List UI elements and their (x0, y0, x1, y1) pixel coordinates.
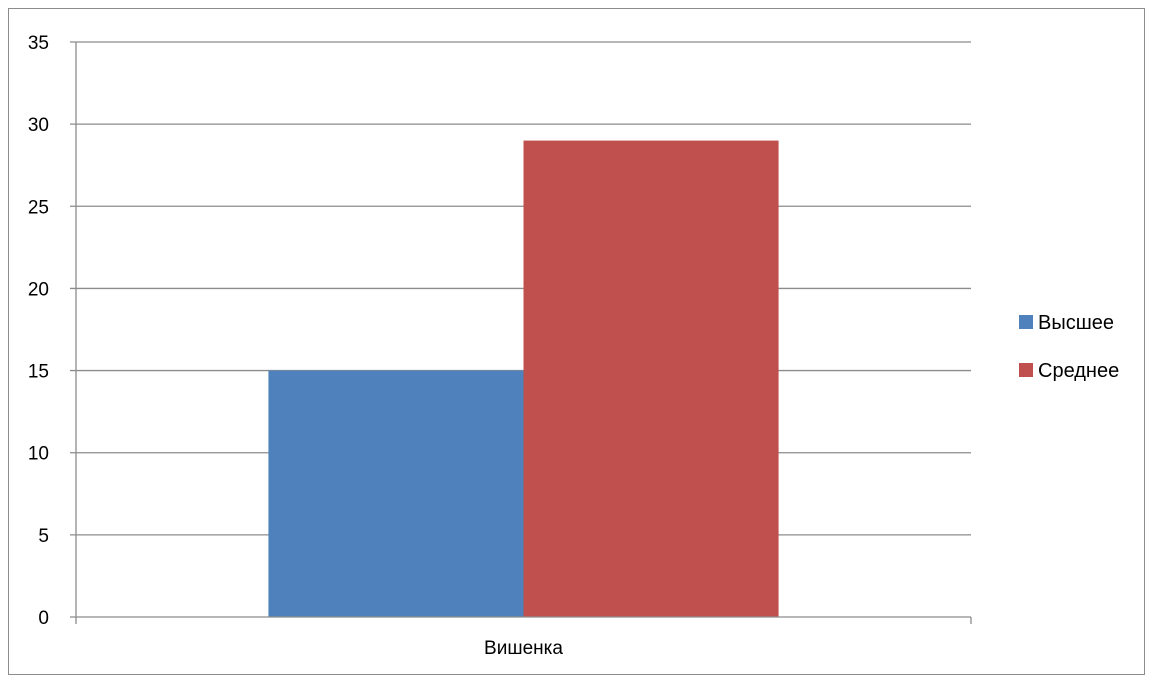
y-tick-label: 25 (28, 197, 49, 218)
x-tick-label: Вишенка (484, 638, 563, 659)
y-tick-label: 35 (28, 33, 49, 54)
y-tick-label: 10 (28, 444, 49, 465)
y-tick-label: 20 (28, 279, 49, 300)
axes (70, 42, 972, 624)
bar-Высшее (268, 370, 524, 617)
legend-swatch-Среднее (1019, 363, 1033, 377)
legend-label-Высшее: Высшее (1038, 312, 1114, 334)
y-tick-label: 5 (38, 526, 49, 547)
legend-label-Среднее: Среднее (1038, 360, 1119, 382)
y-tick-label: 0 (38, 608, 49, 629)
bars (268, 140, 779, 618)
legend: Высшее Среднее (1019, 312, 1119, 382)
y-tick-label: 15 (28, 362, 49, 383)
bar-Среднее (523, 140, 779, 618)
gridlines (70, 41, 971, 536)
y-axis-ticks: 0 5 10 15 20 25 30 35 (28, 33, 49, 629)
x-axis-labels: Вишенка (484, 638, 563, 659)
legend-swatch-Высшее (1019, 315, 1033, 329)
y-tick-label: 30 (28, 115, 49, 136)
